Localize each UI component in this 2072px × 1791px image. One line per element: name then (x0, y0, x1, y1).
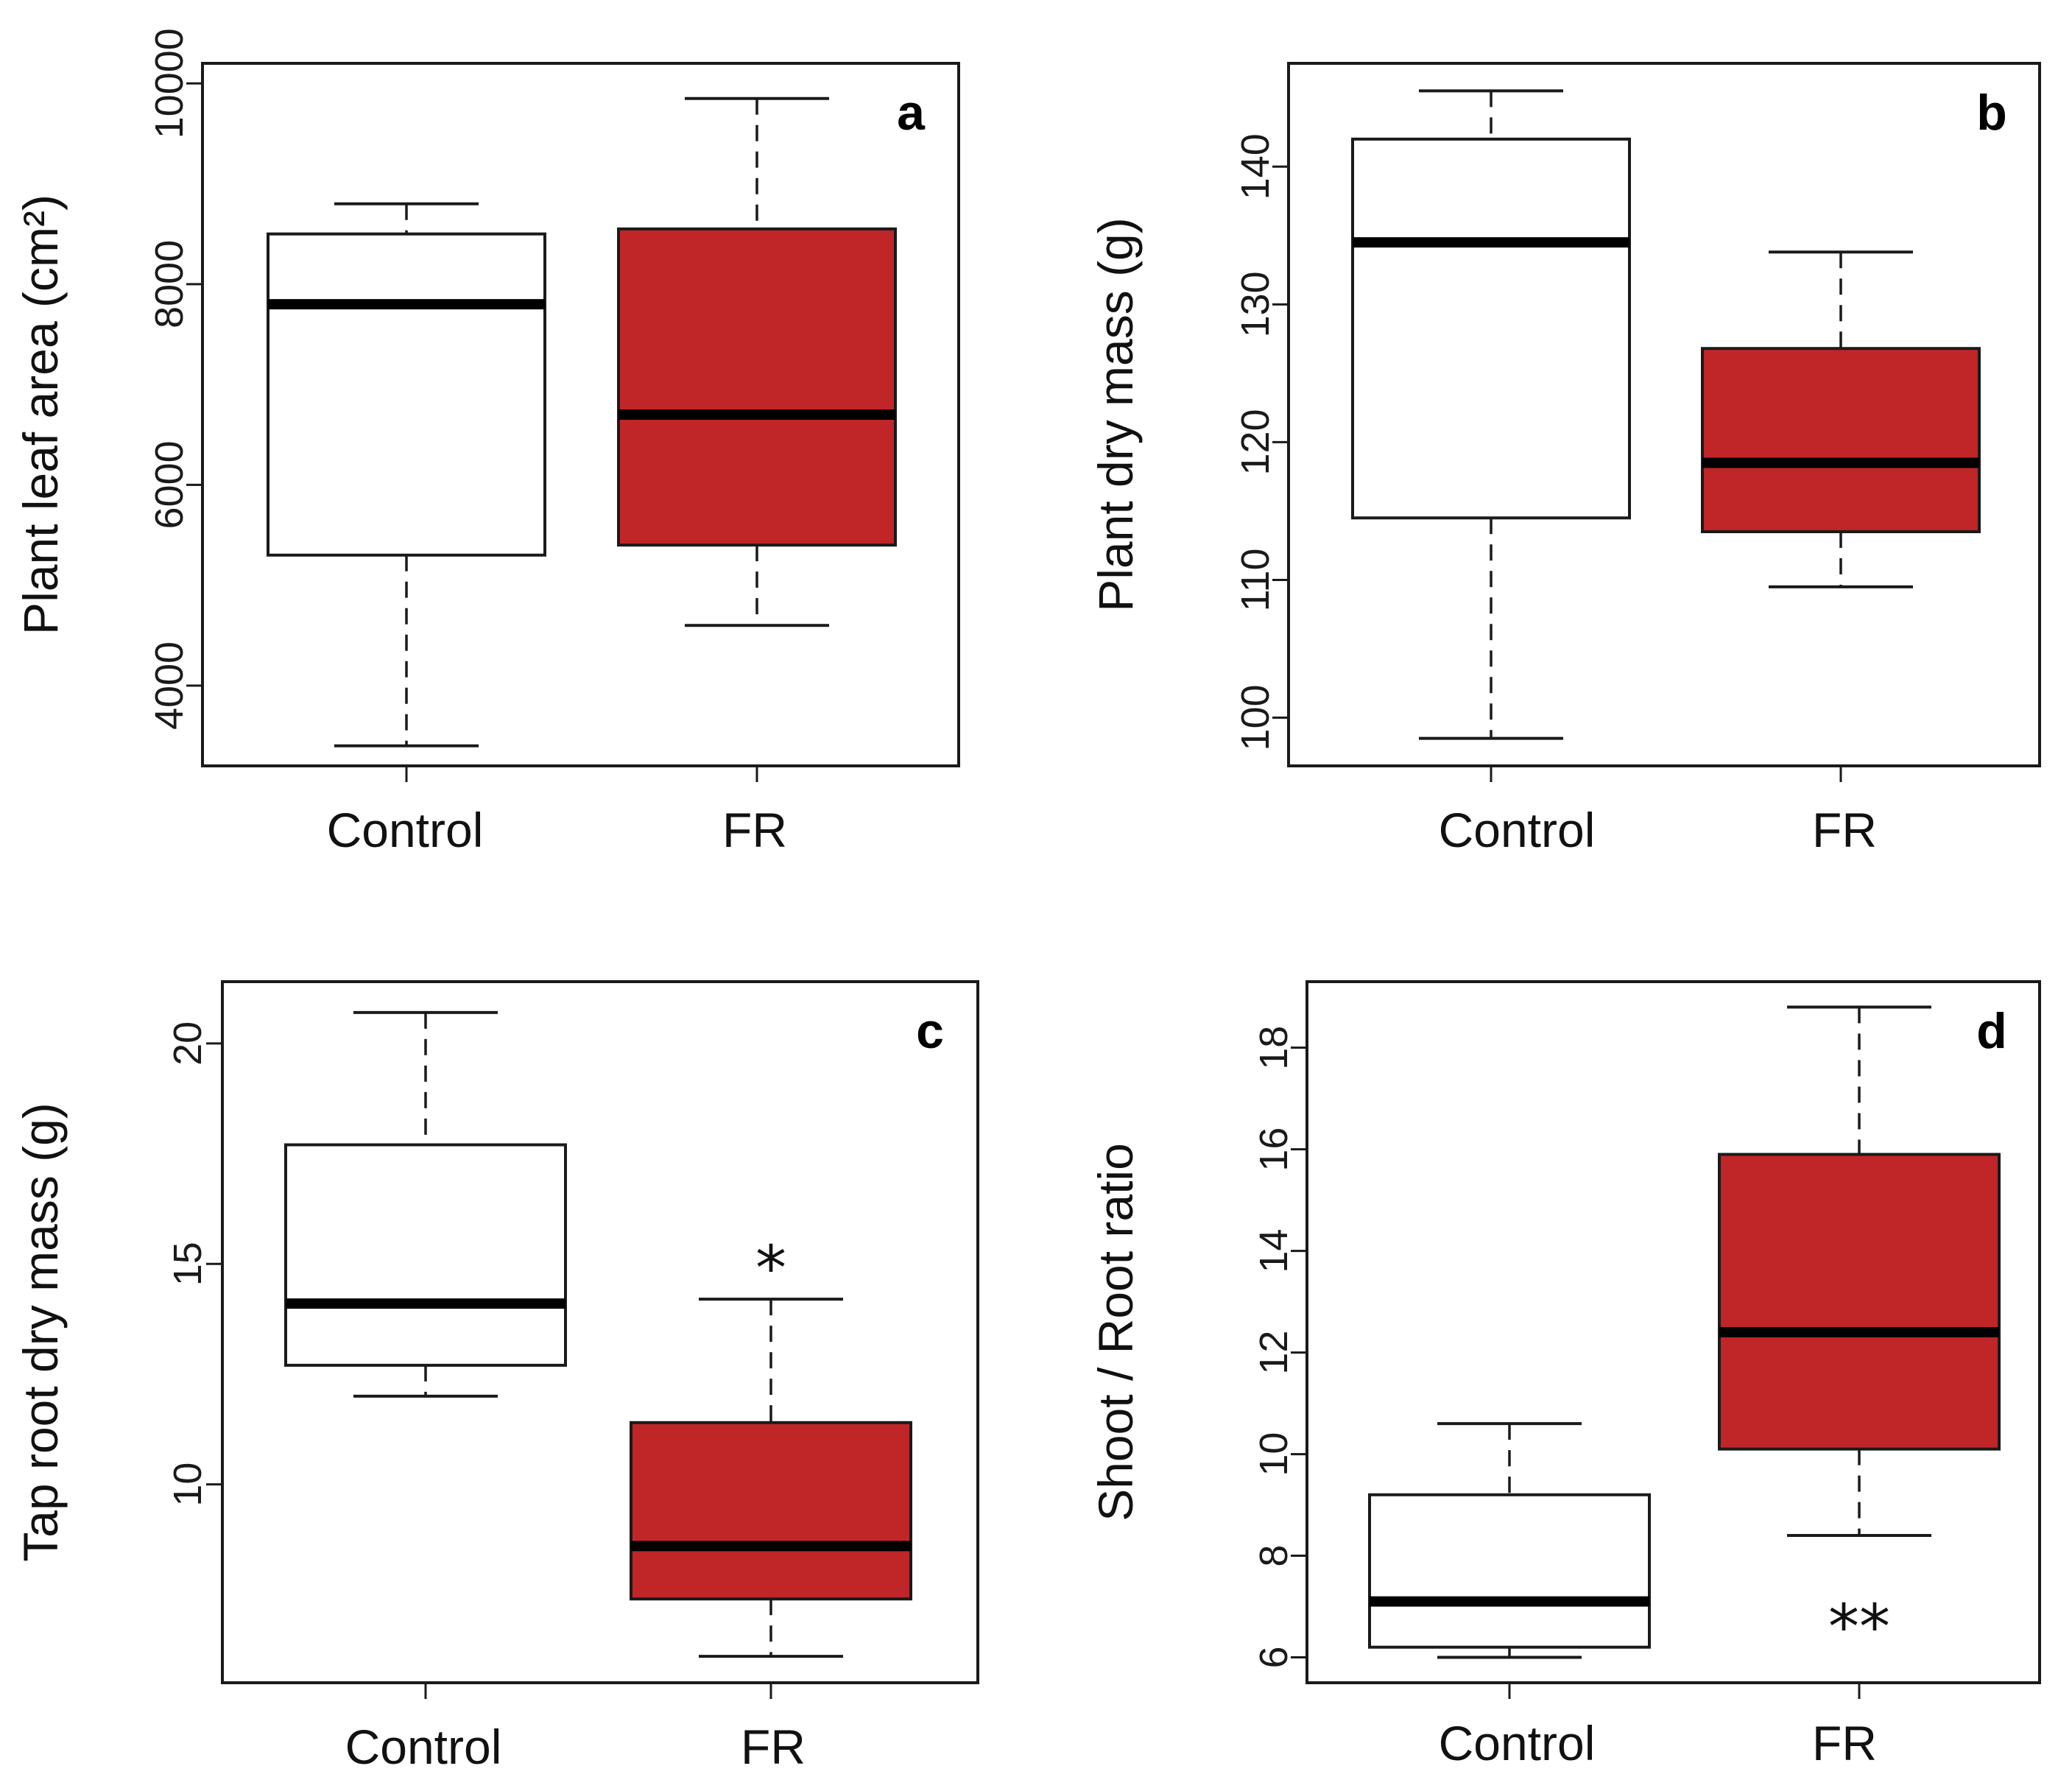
panel-label: a (897, 85, 926, 141)
x-category-label: Control (327, 803, 484, 857)
y-axis-title: Shoot / Root ratio (1088, 1143, 1143, 1521)
y-axis-title: Plant leaf area (cm²) (13, 194, 68, 635)
y-tick-label: 120 (1233, 409, 1278, 475)
iqr-box (630, 1421, 912, 1601)
y-axis-title: Tap root dry mass (g) (13, 1102, 68, 1562)
panel-a: 4000 6000 8000 10000 Plant leaf area (cm²) a C… (13, 28, 960, 857)
panel-b: 100 110 120 130 140 Plant dry mass (g) b Contro… (1088, 62, 2041, 857)
y-tick-label: 140 (1233, 133, 1278, 200)
iqr-box (284, 1143, 567, 1367)
box-fr: FR (1718, 1005, 2001, 1770)
box-control: Control (1368, 1422, 1651, 1770)
x-category-label: FR (1812, 803, 1877, 857)
y-tick-label: 10000 (147, 28, 191, 138)
y-tick-label: 10 (166, 1463, 210, 1507)
iqr-box (1351, 137, 1631, 520)
x-category-label: FR (1812, 1716, 1877, 1770)
y-tick-label: 6000 (147, 440, 191, 529)
plot-frame (1287, 62, 2041, 767)
plot-frame (201, 62, 960, 767)
y-axis-title: Plant dry mass (g) (1088, 217, 1143, 611)
box-fr: FR (1701, 250, 1981, 857)
y-tick-label: 15 (166, 1242, 210, 1286)
box-control: Control (1351, 89, 1631, 857)
y-tick-label: 100 (1233, 684, 1278, 750)
box-control: Control (284, 1010, 567, 1774)
panel-d: 6 8 10 12 14 16 18 Shoot / Root ratio d Control FR… (1088, 980, 2041, 1770)
y-tick-label: 8000 (147, 240, 191, 328)
panel-c: 10 15 20 Tap root dry mass (g) c Control FR * (13, 980, 979, 1774)
y-tick-label: 110 (1233, 548, 1278, 611)
iqr-box (617, 227, 897, 547)
iqr-box (1368, 1493, 1651, 1649)
iqr-box (267, 232, 546, 557)
x-category-label: Control (1439, 1716, 1596, 1770)
x-category-label: FR (722, 803, 787, 857)
significance-marker: ** (1828, 1591, 1890, 1663)
panel-label: b (1976, 85, 2007, 141)
y-tick-label: 20 (166, 1021, 210, 1066)
box-control: Control (267, 202, 546, 857)
x-category-label: FR (741, 1720, 806, 1774)
y-tick-label: 8 (1252, 1545, 1296, 1567)
iqr-box (1701, 347, 1981, 533)
y-tick-label: 14 (1252, 1229, 1296, 1273)
plot-frame (1305, 980, 2041, 1684)
significance-marker: * (755, 1232, 786, 1304)
x-category-label: Control (345, 1720, 502, 1774)
box-fr: FR (630, 1298, 912, 1774)
panel-label: d (1976, 1003, 2007, 1059)
y-tick-label: 10 (1252, 1432, 1296, 1477)
x-category-label: Control (1439, 803, 1596, 857)
y-tick-label: 4000 (147, 641, 191, 730)
iqr-box (1718, 1153, 2001, 1451)
y-tick-label: 6 (1252, 1646, 1296, 1668)
plot-frame (221, 980, 979, 1684)
panel-label: c (916, 1003, 944, 1059)
box-fr: FR (617, 96, 897, 857)
y-tick-label: 130 (1233, 271, 1278, 337)
y-tick-label: 12 (1252, 1331, 1296, 1375)
y-tick-label: 16 (1252, 1127, 1296, 1172)
y-tick-label: 18 (1252, 1026, 1296, 1070)
